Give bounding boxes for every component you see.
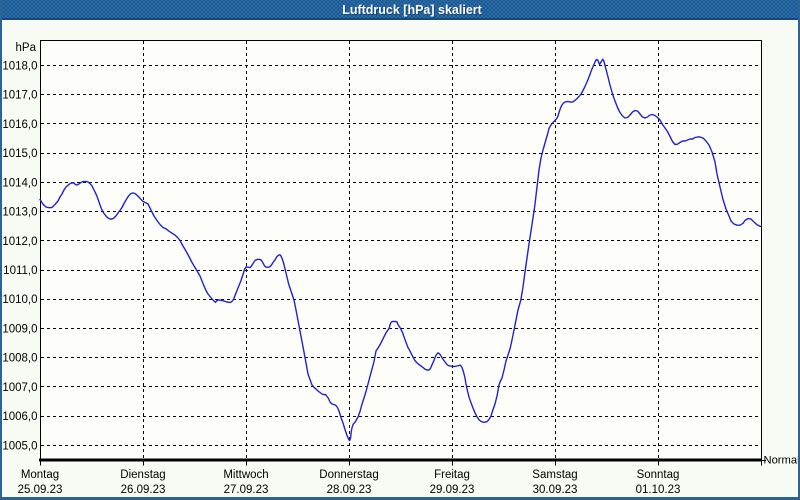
svg-text:1017,0: 1017,0 [2, 90, 37, 102]
svg-text:1005,0: 1005,0 [2, 440, 37, 452]
svg-text:1013,0: 1013,0 [2, 207, 37, 219]
svg-text:1008,0: 1008,0 [2, 353, 37, 365]
svg-text:25.09.23: 25.09.23 [18, 484, 63, 496]
svg-text:Mittwoch: Mittwoch [223, 469, 268, 481]
svg-text:01.10.23: 01.10.23 [636, 484, 681, 496]
svg-text:1009,0: 1009,0 [2, 324, 37, 336]
svg-text:1007,0: 1007,0 [2, 382, 37, 394]
svg-text:1015,0: 1015,0 [2, 148, 37, 160]
svg-text:26.09.23: 26.09.23 [121, 484, 166, 496]
svg-text:1012,0: 1012,0 [2, 236, 37, 248]
svg-text:Montag: Montag [21, 469, 59, 481]
svg-text:28.09.23: 28.09.23 [327, 484, 372, 496]
svg-text:1011,0: 1011,0 [3, 265, 37, 277]
svg-text:1018,0: 1018,0 [2, 60, 37, 72]
svg-text:Sonntag: Sonntag [637, 469, 680, 481]
svg-text:1006,0: 1006,0 [2, 411, 37, 423]
svg-text:1014,0: 1014,0 [2, 177, 37, 189]
svg-text:Normal: Normal [764, 455, 800, 467]
svg-text:Dienstag: Dienstag [120, 469, 165, 481]
svg-text:Samstag: Samstag [532, 469, 577, 481]
svg-text:27.09.23: 27.09.23 [224, 484, 269, 496]
svg-text:Donnerstag: Donnerstag [319, 469, 378, 481]
svg-text:Freitag: Freitag [434, 469, 470, 481]
svg-text:hPa: hPa [16, 42, 37, 54]
svg-text:30.09.23: 30.09.23 [533, 484, 578, 496]
svg-text:29.09.23: 29.09.23 [430, 484, 475, 496]
svg-text:1010,0: 1010,0 [2, 294, 37, 306]
svg-text:1016,0: 1016,0 [2, 119, 37, 131]
